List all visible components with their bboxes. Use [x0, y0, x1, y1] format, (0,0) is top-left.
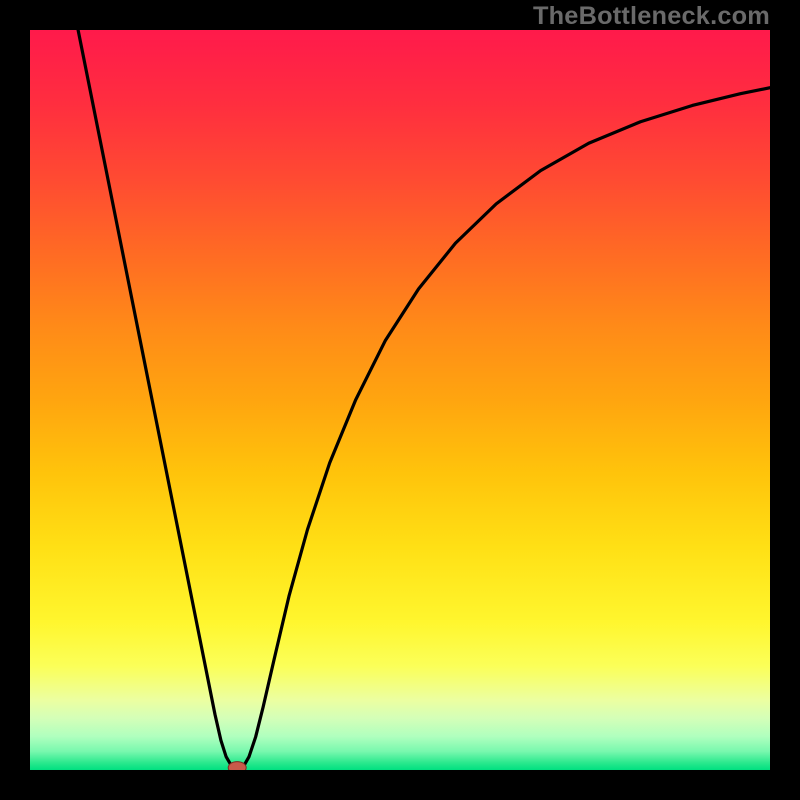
chart-container: TheBottleneck.com [0, 0, 800, 800]
plot-area [30, 30, 770, 770]
watermark-text: TheBottleneck.com [533, 2, 770, 31]
